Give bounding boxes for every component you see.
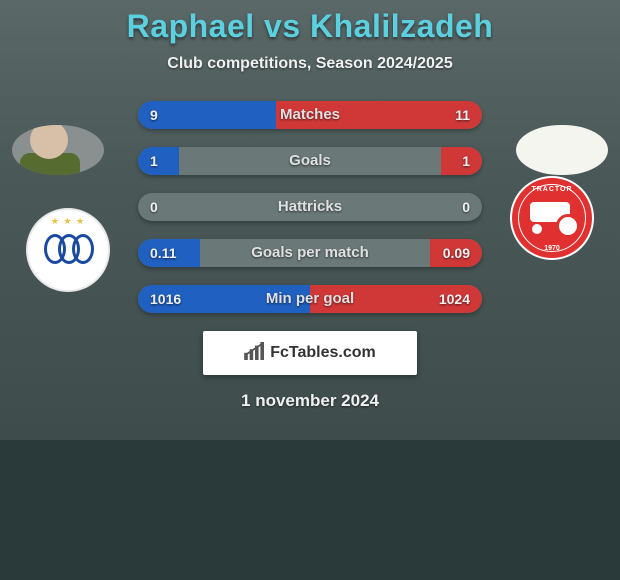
stat-row: 0.11 Goals per match 0.09 [138, 239, 482, 267]
brand-text: FcTables.com [270, 344, 376, 362]
stat-label: Goals [138, 147, 482, 175]
stat-row: 1016 Min per goal 1024 [138, 285, 482, 313]
stat-right-value: 0 [462, 193, 470, 221]
club-right-logo: TRACTOR 1970 [510, 176, 594, 260]
stat-right-value: 11 [455, 101, 470, 129]
stat-label: Goals per match [138, 239, 482, 267]
stat-label: Hattricks [138, 193, 482, 221]
stat-row: 0 Hattricks 0 [138, 193, 482, 221]
stat-right-value: 0.09 [443, 239, 470, 267]
chart-icon [244, 342, 266, 365]
stat-label: Min per goal [138, 285, 482, 313]
stat-row: 1 Goals 1 [138, 147, 482, 175]
stat-row: 9 Matches 11 [138, 101, 482, 129]
player-left-avatar [12, 125, 104, 175]
date-text: 1 november 2024 [0, 391, 620, 411]
stat-right-value: 1 [462, 147, 470, 175]
subtitle: Club competitions, Season 2024/2025 [0, 55, 620, 73]
player-right-avatar [516, 125, 608, 175]
comparison-card: Raphael vs Khalilzadeh Club competitions… [0, 0, 620, 440]
stat-label: Matches [138, 101, 482, 129]
stat-right-value: 1024 [439, 285, 470, 313]
page-title: Raphael vs Khalilzadeh [0, 8, 620, 45]
club-left-logo: ★ ★ ★ [26, 208, 110, 292]
brand-logo: FcTables.com [203, 331, 417, 375]
stats-table: 9 Matches 11 1 Goals 1 0 Hattricks 0 0.1… [138, 101, 482, 313]
